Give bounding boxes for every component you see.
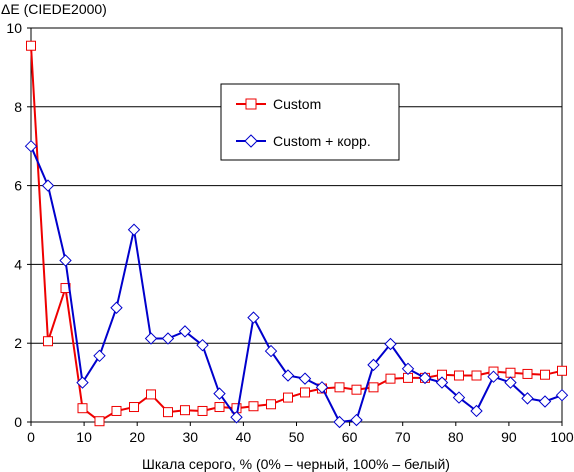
data-point	[248, 401, 259, 412]
legend-marker-custom-corr	[244, 134, 258, 148]
data-point	[315, 381, 329, 394]
data-point	[144, 332, 158, 345]
data-point	[161, 332, 175, 345]
data-point	[197, 405, 208, 416]
data-point	[283, 392, 294, 403]
data-point	[471, 370, 482, 381]
y-tick-label: 6	[14, 178, 22, 194]
data-point	[196, 338, 209, 352]
data-point	[41, 179, 55, 192]
data-point	[540, 369, 551, 380]
data-point	[538, 395, 552, 408]
data-point	[59, 254, 72, 267]
data-point	[368, 382, 379, 393]
data-point	[129, 402, 140, 413]
data-point	[24, 139, 38, 153]
data-point	[127, 223, 141, 236]
x-tick-label: 30	[183, 429, 199, 445]
x-tick-label: 70	[395, 429, 411, 445]
x-tick-label: 20	[129, 429, 145, 445]
legend-label-custom-corr: Custom + корр.	[273, 133, 371, 149]
legend-label-custom: Custom	[273, 96, 321, 112]
x-tick-label: 40	[236, 429, 252, 445]
data-point	[333, 415, 346, 429]
data-point	[351, 384, 362, 395]
x-tick-label: 100	[550, 429, 574, 445]
y-tick-label: 2	[14, 335, 22, 351]
data-point	[247, 311, 260, 324]
data-point	[350, 413, 363, 427]
data-point	[281, 369, 295, 382]
data-point	[299, 387, 310, 398]
x-tick-label: 90	[501, 429, 517, 445]
x-tick-label: 50	[289, 429, 305, 445]
data-point	[418, 371, 432, 385]
data-point	[521, 392, 534, 405]
data-point	[94, 416, 105, 427]
y-tick-label: 10	[6, 20, 22, 36]
data-point	[401, 362, 415, 376]
y-tick-label: 8	[14, 99, 22, 115]
y-tick-label: 4	[14, 256, 22, 272]
data-point	[93, 349, 106, 363]
x-tick-label: 0	[27, 429, 35, 445]
data-point	[77, 403, 88, 414]
data-point	[505, 367, 516, 378]
series-custom-corr	[24, 139, 569, 429]
data-point	[453, 370, 464, 381]
data-point	[504, 376, 517, 389]
data-point	[435, 376, 449, 389]
data-point	[452, 391, 466, 404]
legend-marker-custom	[245, 98, 257, 110]
data-point	[26, 40, 36, 51]
data-point	[334, 382, 345, 393]
data-point	[76, 376, 89, 389]
data-point	[110, 301, 123, 314]
data-point	[266, 399, 277, 410]
data-point	[384, 337, 397, 351]
data-point	[179, 405, 190, 416]
data-point	[111, 405, 122, 416]
data-point	[178, 325, 192, 338]
data-point	[298, 372, 312, 385]
data-point	[230, 411, 243, 424]
y-axis-label: ΔE (CIEDE2000)	[1, 1, 107, 17]
data-point	[367, 358, 380, 372]
data-point	[214, 402, 225, 413]
data-point	[385, 373, 396, 384]
series-layer	[24, 40, 569, 429]
data-point	[557, 365, 567, 376]
data-point	[264, 344, 278, 358]
data-point	[470, 404, 483, 418]
data-point	[555, 389, 569, 402]
x-tick-label: 60	[342, 429, 358, 445]
data-point	[213, 387, 226, 400]
x-axis-label: Шкала серого, % (0% – черный, 100% – бел…	[142, 456, 450, 472]
x-tick-label: 10	[76, 429, 92, 445]
data-point	[146, 389, 157, 400]
legend: Custom Custom + корр.	[220, 83, 400, 161]
data-point	[42, 336, 53, 347]
x-tick-label: 80	[448, 429, 464, 445]
data-point	[487, 370, 500, 383]
y-tick-label: 0	[14, 414, 22, 430]
data-point	[522, 368, 533, 379]
data-point	[162, 407, 173, 418]
